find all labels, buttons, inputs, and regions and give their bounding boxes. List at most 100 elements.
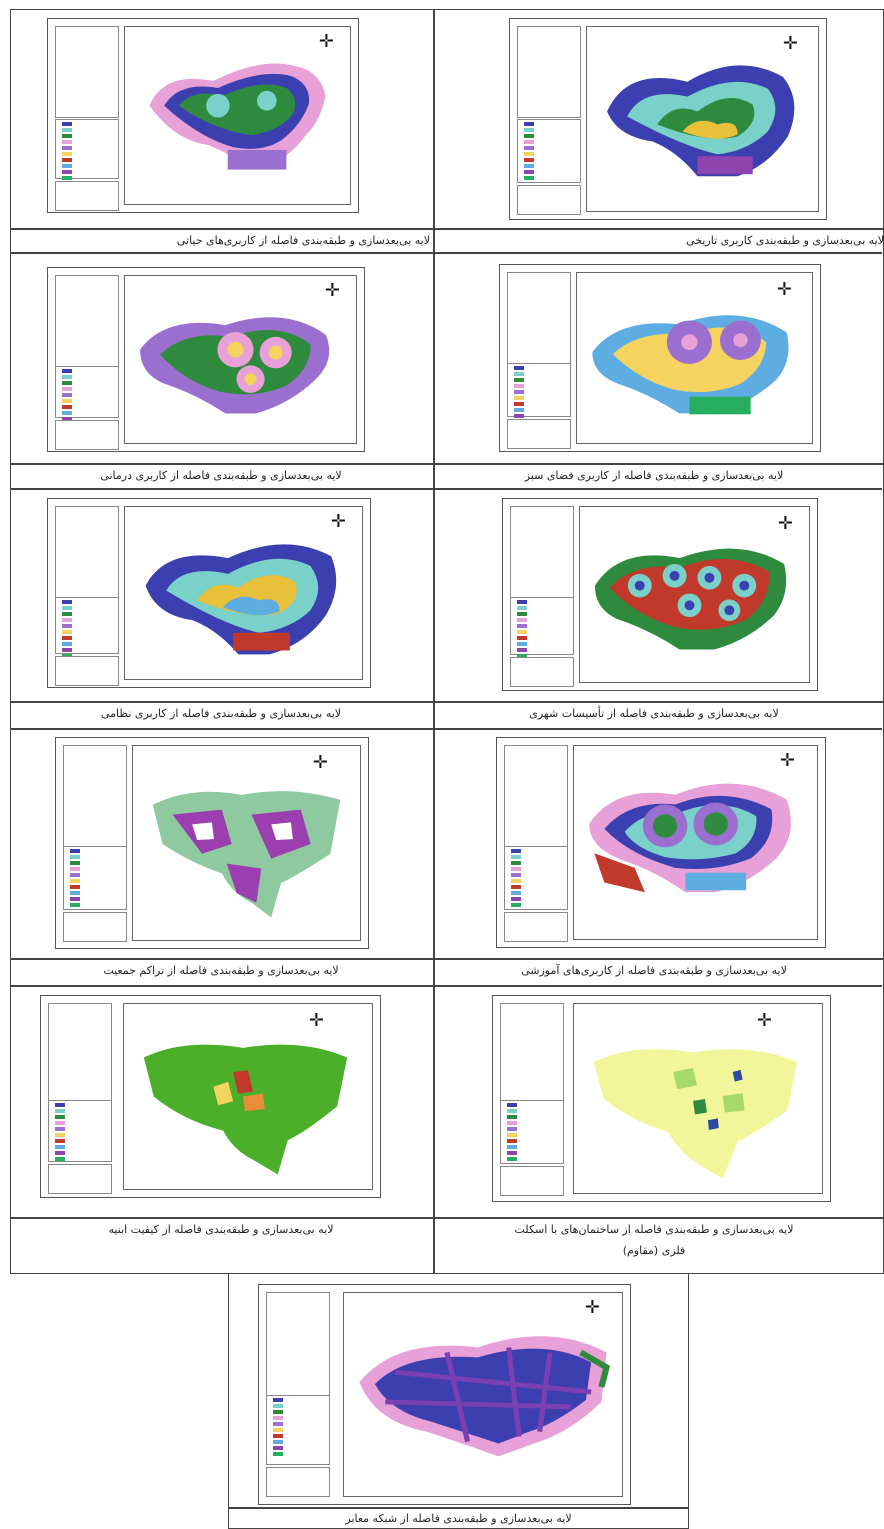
legend-swatch — [70, 903, 80, 907]
legend-swatch — [273, 1398, 283, 1402]
legend-swatch — [70, 867, 80, 871]
caption-steel-buildings-line2: فلزی (مقاوم) — [622, 1244, 686, 1257]
map-graphic — [607, 65, 795, 177]
legend-swatch — [517, 630, 527, 634]
row-divider — [11, 252, 882, 254]
caption-divider — [10, 1217, 884, 1219]
legend-swatch — [507, 1121, 517, 1125]
legend-swatch — [273, 1452, 283, 1456]
map-legend — [48, 1100, 112, 1162]
map-urban-facilities: ✛ — [502, 498, 818, 691]
legend-swatch — [62, 164, 72, 168]
legend-swatch — [62, 146, 72, 150]
north-arrow-icon: ✛ — [312, 752, 328, 773]
map-vital-uses: ✛ — [47, 18, 359, 213]
legend-swatch — [70, 873, 80, 877]
legend-swatch — [524, 122, 534, 126]
locator-map — [55, 420, 119, 450]
legend-swatch — [507, 1103, 517, 1107]
legend-swatch — [55, 1109, 65, 1113]
legend-swatch — [62, 176, 72, 180]
column-divider — [433, 10, 435, 1273]
map-title-box — [63, 745, 127, 847]
north-arrow-icon: ✛ — [779, 750, 795, 771]
legend-swatch — [62, 128, 72, 132]
legend-swatch — [55, 1103, 65, 1107]
caption-divider — [10, 463, 884, 465]
legend-swatch — [507, 1109, 517, 1113]
map-graphic — [594, 548, 787, 650]
row-divider — [11, 488, 882, 490]
legend-swatch — [62, 618, 72, 622]
legend-swatch — [62, 381, 72, 385]
caption-divider — [10, 958, 884, 960]
locator-map — [48, 1164, 112, 1194]
map-title-box — [507, 272, 571, 364]
legend-swatch — [62, 642, 72, 646]
caption-military-use: لایه بی‌بعدسازی و طبقه‌بندی فاصله از کار… — [100, 707, 342, 720]
map-green-space: ✛ — [499, 264, 821, 452]
map-frame — [573, 1003, 823, 1194]
legend-swatch — [517, 606, 527, 610]
map-frame — [573, 745, 818, 940]
legend-swatch — [62, 411, 72, 415]
legend-swatch — [62, 606, 72, 610]
legend-swatch — [507, 1157, 517, 1161]
map-title-box — [48, 1003, 112, 1103]
map-title-box — [517, 26, 581, 118]
legend-swatch — [511, 891, 521, 895]
map-frame — [123, 1003, 373, 1190]
map-legend — [55, 366, 119, 427]
legend-swatch — [273, 1446, 283, 1450]
caption-building-quality: لایه بی‌بعدسازی و طبقه‌بندی فاصله از کیف… — [108, 1223, 334, 1236]
legend-swatch — [517, 618, 527, 622]
caption-road-network: لایه بی‌بعدسازی و طبقه‌بندی فاصله از شبک… — [345, 1512, 572, 1525]
legend-swatch — [507, 1133, 517, 1137]
caption-population-density: لایه بی‌بعدسازی و طبقه‌بندی فاصله از ترا… — [103, 964, 339, 977]
legend-swatch — [511, 897, 521, 901]
caption-vital-uses: لایه بی‌بعدسازی و طبقه‌بندی فاصله از کار… — [176, 234, 430, 247]
legend-swatch — [511, 849, 521, 853]
legend-swatch — [55, 1127, 65, 1131]
map-graphic — [149, 63, 326, 170]
map-medical-use: ✛ — [47, 267, 365, 452]
legend-swatch — [514, 378, 524, 382]
caption-medical-use: لایه بی‌بعدسازی و طبقه‌بندی فاصله از کار… — [100, 469, 342, 482]
map-building-quality: ✛ — [40, 995, 381, 1198]
legend-swatch — [514, 384, 524, 388]
legend-swatch — [511, 867, 521, 871]
caption-urban-facilities: لایه بی‌بعدسازی و طبقه‌بندی فاصله از تأس… — [529, 707, 779, 720]
map-graphic — [152, 791, 341, 918]
map-steel-buildings: ✛ — [492, 995, 831, 1202]
map-legend — [517, 119, 581, 183]
legend-swatch — [62, 417, 72, 421]
legend-swatch — [524, 152, 534, 156]
map-legend — [55, 119, 119, 180]
legend-swatch — [55, 1121, 65, 1125]
legend-swatch — [524, 158, 534, 162]
legend-swatch — [62, 152, 72, 156]
legend-swatch — [524, 164, 534, 168]
legend-swatch — [62, 636, 72, 640]
legend-swatch — [62, 375, 72, 379]
legend-swatch — [273, 1410, 283, 1414]
legend-swatch — [517, 624, 527, 628]
legend-swatch — [70, 849, 80, 853]
legend-swatch — [55, 1145, 65, 1149]
legend-swatch — [511, 861, 521, 865]
legend-swatch — [507, 1145, 517, 1149]
legend-swatch — [273, 1422, 283, 1426]
legend-swatch — [62, 170, 72, 174]
locator-map — [500, 1166, 564, 1196]
north-arrow-icon: ✛ — [776, 279, 792, 300]
north-arrow-icon: ✛ — [308, 1010, 324, 1031]
legend-swatch — [55, 1157, 65, 1161]
map-title-box — [55, 275, 119, 367]
legend-swatch — [55, 1139, 65, 1143]
legend-swatch — [517, 612, 527, 616]
row-divider — [11, 728, 882, 730]
caption-divider — [10, 228, 884, 230]
legend-swatch — [55, 1133, 65, 1137]
legend-swatch — [70, 861, 80, 865]
map-frame — [124, 506, 363, 680]
